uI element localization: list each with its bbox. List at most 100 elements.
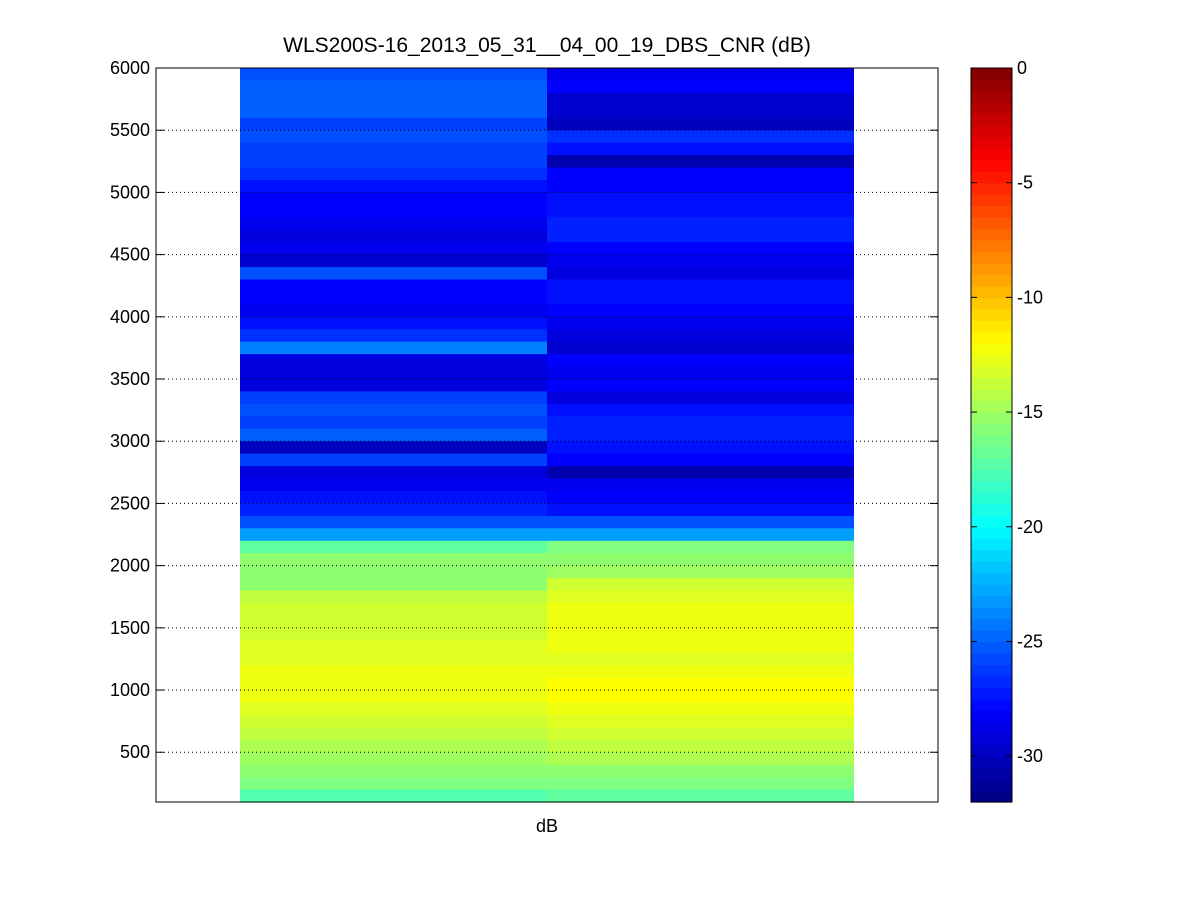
y-tick-label: 4500 — [110, 245, 150, 265]
heatmap-cell — [547, 428, 854, 442]
heatmap-cell — [240, 466, 547, 480]
heatmap-cell — [547, 155, 854, 169]
heatmap-cell — [547, 279, 854, 293]
heatmap-cell — [240, 428, 547, 442]
colorbar-segment — [971, 377, 1012, 390]
heatmap-cell — [240, 478, 547, 492]
heatmap-cell — [240, 130, 547, 144]
y-tick-label: 4000 — [110, 307, 150, 327]
colorbar-segment — [971, 584, 1012, 597]
heatmap-cell — [240, 142, 547, 156]
colorbar-segment — [971, 389, 1012, 402]
y-tick-label: 500 — [120, 742, 150, 762]
heatmap-cell — [547, 640, 854, 654]
heatmap-cell — [240, 254, 547, 268]
heatmap-cell — [547, 677, 854, 691]
colorbar-tick-label: -30 — [1017, 746, 1043, 766]
heatmap-cell — [240, 291, 547, 305]
heatmap-cell — [547, 254, 854, 268]
heatmap-cell — [240, 341, 547, 355]
heatmap-cell — [240, 279, 547, 293]
heatmap-cell — [240, 453, 547, 467]
colorbar-segment — [971, 148, 1012, 161]
heatmap-cells — [240, 68, 854, 803]
heatmap-cell — [240, 229, 547, 243]
colorbar-segment — [971, 343, 1012, 356]
heatmap-cell — [547, 379, 854, 393]
heatmap-cell — [547, 702, 854, 716]
y-tick-label: 5000 — [110, 182, 150, 202]
colorbar-segment — [971, 698, 1012, 711]
colorbar-segment — [971, 159, 1012, 172]
colorbar-tick-label: -25 — [1017, 631, 1043, 651]
heatmap-cell — [240, 354, 547, 368]
colorbar-segment — [971, 217, 1012, 230]
heatmap-cell — [547, 167, 854, 181]
colorbar-segment — [971, 446, 1012, 459]
colorbar-segment — [971, 492, 1012, 505]
y-tick-label: 3500 — [110, 369, 150, 389]
heatmap-cell — [547, 217, 854, 231]
heatmap-cell — [240, 540, 547, 554]
y-tick-label: 5500 — [110, 120, 150, 140]
colorbar-segment — [971, 687, 1012, 700]
heatmap-cell — [240, 80, 547, 94]
colorbar-segment — [971, 354, 1012, 367]
heatmap-cell — [547, 68, 854, 82]
plot-frame — [155, 67, 939, 803]
heatmap-cell — [547, 267, 854, 281]
colorbar-segment — [971, 228, 1012, 241]
heatmap-cell — [547, 478, 854, 492]
heatmap-cell — [547, 490, 854, 505]
heatmap-cell — [240, 304, 547, 318]
heatmap-cell — [240, 92, 547, 106]
heatmap-cell — [240, 578, 547, 592]
heatmap-cell — [240, 366, 547, 380]
heatmap-cell — [240, 179, 547, 194]
heatmap-cell — [547, 752, 854, 766]
heatmap-cell — [240, 117, 547, 131]
y-tick-label: 2000 — [110, 556, 150, 576]
heatmap-cell — [547, 727, 854, 741]
y-axis: 500 1000 1500 2000 2500 3000 3500 4000 4500 5000 5… — [110, 58, 938, 762]
colorbar-segment — [971, 400, 1012, 413]
heatmap-cell — [240, 192, 547, 206]
heatmap-cell — [240, 528, 547, 542]
heatmap-cell — [547, 304, 854, 318]
colorbar-segment — [971, 652, 1012, 665]
heatmap-cell — [547, 690, 854, 704]
colorbar-segment — [971, 664, 1012, 677]
heatmap-cell — [547, 142, 854, 156]
heatmap-cell — [547, 789, 854, 803]
x-axis-label: dB — [536, 816, 558, 836]
heatmap-cell — [547, 453, 854, 467]
heatmap-cell — [547, 204, 854, 218]
heatmap-cell — [547, 665, 854, 679]
colorbar-segment — [971, 251, 1012, 264]
colorbar-segment — [971, 526, 1012, 539]
heatmap-cell — [547, 764, 854, 778]
colorbar-segment — [971, 423, 1012, 436]
heatmap-cell — [547, 179, 854, 194]
colorbar-segment — [971, 285, 1012, 298]
heatmap-cell — [240, 515, 547, 529]
heatmap-cell — [240, 155, 547, 169]
heatmap-cell — [240, 167, 547, 181]
colorbar-segment — [971, 240, 1012, 253]
colorbar-segment — [971, 205, 1012, 218]
heatmap-cell — [240, 714, 547, 728]
heatmap-cell — [240, 590, 547, 604]
colorbar-segment — [971, 480, 1012, 493]
heatmap-cell — [240, 764, 547, 778]
heatmap-cell — [240, 403, 547, 417]
heatmap-cell — [547, 416, 854, 430]
colorbar-tick-label: -10 — [1017, 287, 1043, 307]
colorbar-segment — [971, 262, 1012, 276]
heatmap-cell — [240, 68, 547, 82]
heatmap-cell — [547, 553, 854, 567]
heatmap-cell — [240, 316, 547, 330]
colorbar-segment — [971, 194, 1012, 207]
heatmap-cell — [240, 652, 547, 666]
heatmap-cell — [240, 615, 547, 629]
